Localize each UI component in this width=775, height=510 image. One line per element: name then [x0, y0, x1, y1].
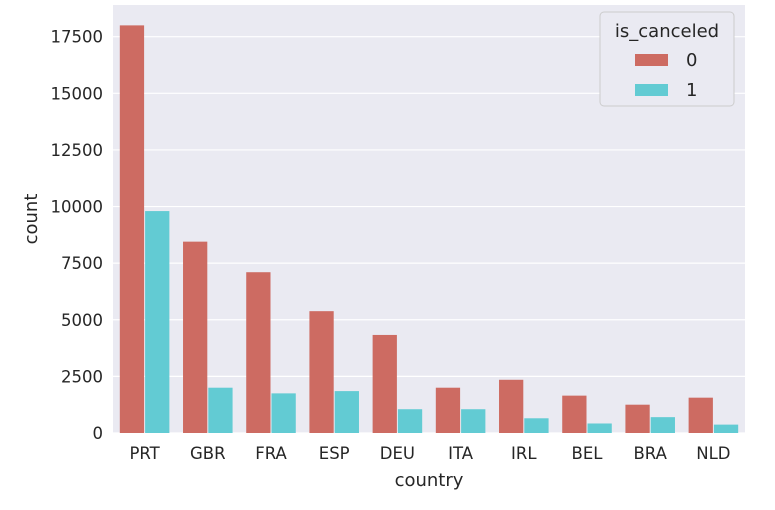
- bar-bel-series-1: [587, 423, 612, 433]
- bar-fra-series-1: [271, 393, 296, 433]
- bar-prt-series-1: [145, 211, 170, 433]
- x-tick-label-gbr: GBR: [190, 444, 226, 463]
- x-tick-label-ita: ITA: [448, 444, 474, 463]
- bars: [119, 25, 739, 434]
- bar-deu-series-0: [372, 334, 397, 433]
- x-tick-label-deu: DEU: [380, 444, 415, 463]
- y-tick-label: 10000: [51, 198, 104, 217]
- bar-bra-series-1: [650, 417, 675, 433]
- bar-ita-series-0: [435, 387, 461, 433]
- y-tick-label: 12500: [51, 141, 104, 160]
- x-tick-label-prt: PRT: [129, 444, 160, 463]
- bar-deu-series-1: [397, 409, 423, 433]
- bar-bra-series-0: [625, 404, 650, 433]
- x-axis-ticks: PRT GBR FRA ESP DEU ITA IRL BEL BRA NLD: [129, 444, 730, 463]
- bar-fra-series-0: [246, 272, 271, 433]
- y-tick-label: 7500: [61, 254, 103, 273]
- x-tick-label-bra: BRA: [633, 444, 667, 463]
- bar-nld-series-1: [713, 424, 739, 433]
- bar-ita-series-1: [461, 409, 486, 433]
- y-axis-label: count: [21, 194, 42, 245]
- y-tick-label: 15000: [51, 84, 104, 103]
- bar-gbr-series-0: [183, 241, 208, 433]
- bar-irl-series-0: [499, 379, 524, 433]
- legend-label-0: 0: [686, 50, 697, 71]
- bar-esp-series-0: [309, 311, 334, 433]
- legend-label-1: 1: [686, 80, 697, 101]
- legend-swatch-0: [635, 54, 668, 66]
- bar-nld-series-0: [688, 397, 713, 433]
- x-tick-label-fra: FRA: [255, 444, 287, 463]
- x-axis-label: country: [395, 470, 464, 491]
- y-axis-ticks: 0 2500 5000 7500 10000 12500 15000 17500: [51, 28, 104, 443]
- legend: is_canceled 0 1: [599, 11, 735, 107]
- x-tick-label-nld: NLD: [696, 444, 730, 463]
- x-tick-label-esp: ESP: [319, 444, 350, 463]
- y-tick-label: 5000: [61, 311, 103, 330]
- y-tick-label: 17500: [51, 28, 104, 47]
- y-tick-label: 0: [93, 424, 104, 443]
- x-tick-label-bel: BEL: [572, 444, 604, 463]
- bar-esp-series-1: [334, 391, 359, 433]
- legend-title: is_canceled: [615, 21, 719, 42]
- legend-swatch-1: [635, 84, 668, 96]
- x-tick-label-irl: IRL: [511, 444, 537, 463]
- bar-prt-series-0: [119, 25, 145, 434]
- bar-gbr-series-1: [208, 387, 233, 433]
- bar-bel-series-0: [562, 395, 587, 433]
- y-tick-label: 2500: [61, 367, 103, 386]
- bar-irl-series-1: [524, 418, 549, 433]
